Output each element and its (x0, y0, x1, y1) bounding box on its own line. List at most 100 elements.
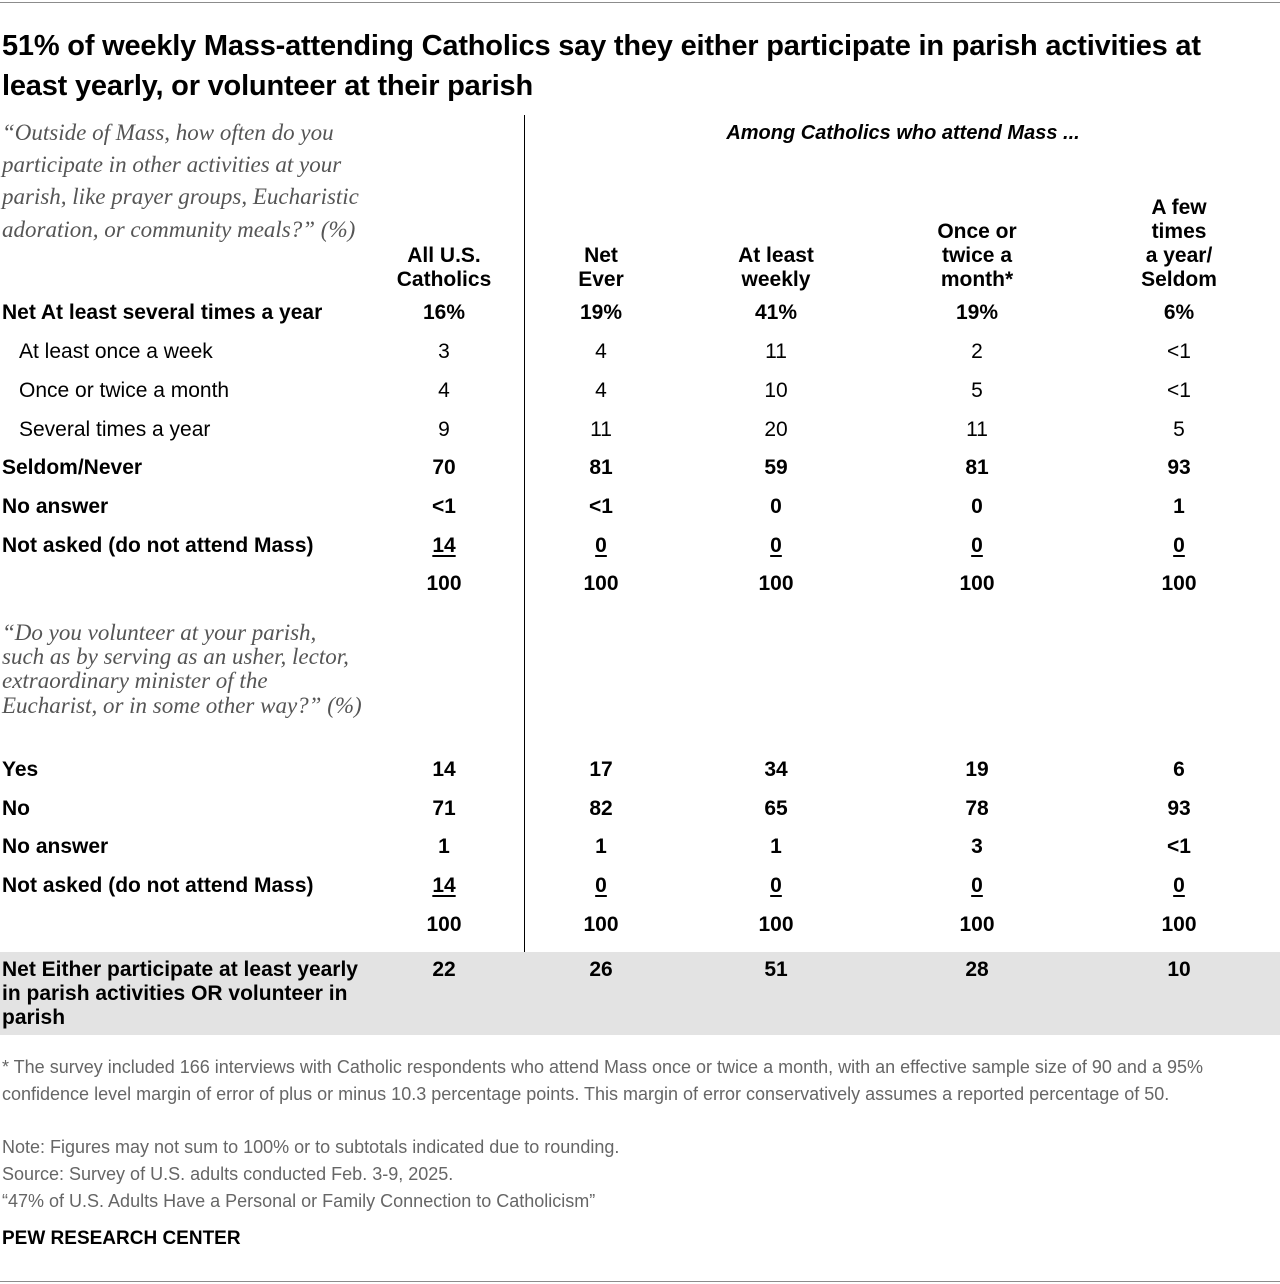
row-label: Yes (2, 758, 39, 781)
cell-value: 100 (959, 572, 995, 595)
cell-value: 65 (764, 797, 788, 820)
table-cell: 14 (384, 757, 504, 783)
table-cell: 0 (917, 494, 1037, 520)
column-header-line: twice a (941, 244, 1013, 267)
cell-value: 16% (422, 301, 466, 324)
cell-value: 100 (426, 572, 462, 595)
table-cell: 4 (541, 339, 661, 365)
table-cell: 0 (917, 873, 1037, 899)
table-cell: 5 (917, 378, 1037, 404)
table-cell: 0 (716, 494, 836, 520)
table-cell: 4 (541, 378, 661, 404)
table-row: No 71 82 65 78 93 (0, 796, 1280, 834)
table-cell: 19% (917, 300, 1037, 326)
column-header-4: A few times a year/Seldom (1099, 196, 1259, 292)
table-cell: 3 (384, 339, 504, 365)
cell-value: 5 (1173, 418, 1185, 441)
cell-value: 11 (966, 418, 988, 441)
row-label: No (2, 797, 30, 820)
table-cell: 100 (917, 571, 1037, 597)
column-header-line: Net (584, 244, 618, 267)
bottom-rule (0, 1281, 1280, 1282)
cell-value: 5 (971, 379, 983, 402)
source: Source: Survey of U.S. adults conducted … (2, 1164, 454, 1184)
column-header-3: Once or twice a month* (897, 220, 1057, 292)
table-cell: <1 (1119, 339, 1239, 365)
table-row: No answer <1 <1 0 0 1 (0, 494, 1280, 532)
table-cell: 3 (917, 834, 1037, 860)
table-cell: 9 (384, 417, 504, 443)
cell-value: 4 (595, 379, 607, 402)
cell-value: 100 (959, 913, 995, 936)
cell-value: 17 (589, 758, 613, 781)
table-cell: 100 (1119, 912, 1239, 938)
cell-value: 81 (965, 456, 989, 479)
cell-value: 9 (438, 418, 450, 441)
cell-value: 11 (590, 418, 612, 441)
cell-value: 0 (595, 874, 607, 897)
cell-value: 14 (432, 874, 456, 897)
cell-value: 4 (595, 340, 607, 363)
column-header-line: weekly (741, 268, 811, 291)
row-label: Not asked (do not attend Mass) (2, 534, 314, 557)
table-cell: 14 (384, 533, 504, 559)
table-cell: 93 (1119, 796, 1239, 822)
cell-value: 19 (965, 758, 989, 781)
table-cell: 11 (716, 339, 836, 365)
column-header-line: At least (738, 244, 814, 267)
cell-value: 14 (432, 758, 456, 781)
cell-value: 78 (965, 797, 989, 820)
column-header-line: times (1151, 220, 1207, 243)
table-cell: 81 (541, 455, 661, 481)
table-row: Not asked (do not attend Mass) 14 0 0 0 0 (0, 533, 1280, 571)
table-cell: 81 (917, 455, 1037, 481)
table-cell: 1 (541, 834, 661, 860)
column-header-line: Catholics (396, 268, 492, 291)
cell-value: 0 (770, 495, 782, 518)
row-label: Net At least several times a year (2, 301, 323, 324)
cell-value: 93 (1167, 456, 1191, 479)
net-either-value: 51 (764, 958, 788, 981)
table-cell: 0 (541, 873, 661, 899)
cell-value: 82 (589, 797, 613, 820)
cell-value: 0 (971, 534, 983, 557)
table-cell: 100 (716, 571, 836, 597)
table-cell: 6 (1119, 757, 1239, 783)
table-cell: 78 (917, 796, 1037, 822)
table-cell: <1 (384, 494, 504, 520)
cell-value: 0 (770, 874, 782, 897)
table-row: At least once a week 3 4 11 2 <1 (0, 339, 1280, 377)
table-cell: 59 (716, 455, 836, 481)
cell-value: 20 (764, 418, 788, 441)
net-either-band (0, 952, 1280, 1035)
chart-title: 51% of weekly Mass-attending Catholics s… (2, 30, 1201, 102)
row-label: No answer (2, 495, 109, 518)
cell-value: 10 (764, 379, 788, 402)
table-cell: 0 (1119, 873, 1239, 899)
table-cell: 100 (541, 912, 661, 938)
table-cell: 5 (1119, 417, 1239, 443)
table-cell: 100 (384, 571, 504, 597)
table-cell: 11 (917, 417, 1037, 443)
net-either-value: 10 (1167, 958, 1191, 981)
table-cell: 70 (384, 455, 504, 481)
table-row: 100 100 100 100 100 (0, 571, 1280, 609)
column-header-line: Seldom (1141, 268, 1217, 291)
cell-value: 0 (1173, 874, 1185, 897)
table-cell: 6% (1119, 300, 1239, 326)
table-cell: <1 (541, 494, 661, 520)
table-row: No answer 1 1 1 3 <1 (0, 834, 1280, 872)
table-cell: 41% (716, 300, 836, 326)
footnote: * The survey included 166 interviews wit… (2, 1057, 1203, 1104)
table-cell: 1 (716, 834, 836, 860)
table-cell: 100 (1119, 571, 1239, 597)
cell-value: <1 (1167, 835, 1191, 858)
cell-value: 100 (1161, 913, 1197, 936)
table-row: Net At least several times a year 16% 19% 4… (0, 300, 1280, 338)
table-cell: 20 (716, 417, 836, 443)
cell-value: 0 (971, 495, 983, 518)
table-cell: 71 (384, 796, 504, 822)
cell-value: 14 (432, 534, 456, 557)
cell-value: 6% (1163, 301, 1195, 324)
cell-value: 0 (1173, 534, 1185, 557)
